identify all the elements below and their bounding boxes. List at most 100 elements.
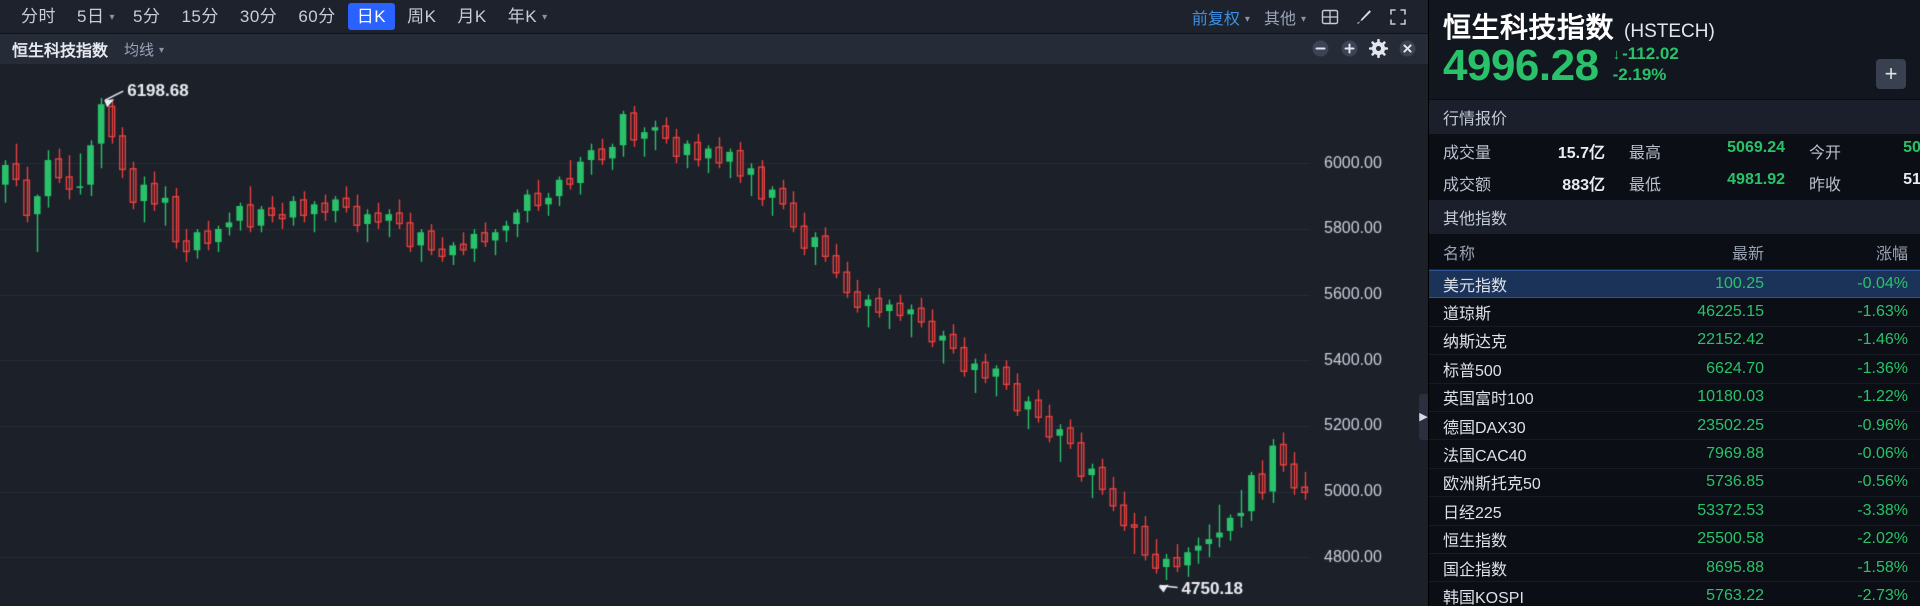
index-last-price: 25500.58 bbox=[1697, 530, 1764, 548]
indices-table-body: 美元指数 100.25 -0.04% 道琼斯 46225.15 -1.63% 纳斯达克 221… bbox=[1429, 270, 1920, 606]
quote-change-value: -112.02 bbox=[1622, 44, 1679, 63]
index-name: 纳斯达克 bbox=[1443, 334, 1508, 352]
quote-name: 恒生科技指数 bbox=[1443, 12, 1615, 43]
period-tab-0[interactable]: 分时 bbox=[12, 3, 65, 30]
index-name: 国企指数 bbox=[1443, 561, 1508, 579]
index-name: 英国富时100 bbox=[1443, 391, 1534, 409]
arrow-down-icon: ↓ bbox=[1612, 45, 1621, 63]
index-row[interactable]: 德国DAX30 23502.25 -0.96% bbox=[1429, 412, 1920, 441]
symbol-bar: 恒生科技指数 均线 ▾ bbox=[0, 34, 1428, 64]
other-label: 其他 bbox=[1263, 10, 1296, 28]
settings-icon[interactable] bbox=[1368, 38, 1389, 59]
period-tab-2[interactable]: 5分 bbox=[124, 3, 169, 30]
index-last-price: 6624.70 bbox=[1706, 359, 1764, 377]
period-tab-label: 月K bbox=[457, 7, 487, 26]
quote-header: 恒生科技指数 (HSTECH) 4996.28 ↓ -112.02 -2.19% … bbox=[1429, 0, 1920, 99]
period-tab-label: 15分 bbox=[181, 7, 219, 26]
period-tab-label: 30分 bbox=[239, 7, 278, 26]
index-change-percent: -2.02% bbox=[1857, 530, 1908, 548]
chevron-down-icon: ▾ bbox=[542, 12, 548, 23]
quote-change: ↓ -112.02 bbox=[1613, 44, 1679, 64]
quote-field-label: 今开 bbox=[1809, 145, 1842, 162]
add-to-watchlist-button[interactable]: + bbox=[1876, 59, 1906, 89]
index-row[interactable]: 法国CAC40 7969.88 -0.06% bbox=[1429, 440, 1920, 469]
quote-price-row: 4996.28 ↓ -112.02 -2.19% bbox=[1443, 41, 1906, 91]
index-change-percent: -1.63% bbox=[1857, 303, 1908, 321]
index-row[interactable]: 英国富时100 10180.03 -1.22% bbox=[1429, 384, 1920, 412]
column-header-change: 涨幅 bbox=[1875, 246, 1908, 263]
index-row[interactable]: 纳斯达克 22152.42 -1.46% bbox=[1429, 327, 1920, 356]
panel-resize-handle[interactable]: ▶ bbox=[1419, 394, 1428, 440]
chevron-down-icon: ▾ bbox=[159, 44, 165, 56]
moving-average-dropdown[interactable]: 均线 ▾ bbox=[124, 39, 164, 60]
index-row[interactable]: 韩国KOSPI 5763.22 -2.73% bbox=[1429, 582, 1920, 606]
index-change-percent: -0.56% bbox=[1857, 473, 1908, 491]
index-row[interactable]: 标普500 6624.70 -1.36% bbox=[1429, 355, 1920, 384]
candlestick-canvas[interactable] bbox=[0, 64, 1428, 606]
index-change-percent: -0.96% bbox=[1857, 416, 1908, 434]
zoom-out-icon[interactable] bbox=[1310, 38, 1331, 59]
index-change-percent: -2.73% bbox=[1857, 586, 1908, 604]
index-row[interactable]: 日经225 53372.53 -3.38% bbox=[1429, 497, 1920, 526]
period-tab-7[interactable]: 周K bbox=[398, 3, 445, 30]
quote-fields-grid: 成交量 15.7亿 最高 5069.24 今开 5000.99 成交额 883亿 最低 4981.… bbox=[1429, 135, 1920, 199]
column-header-last: 最新 bbox=[1731, 246, 1764, 263]
index-name: 道琼斯 bbox=[1443, 306, 1492, 324]
grid-icon[interactable] bbox=[1320, 7, 1340, 27]
toolbar-right-tools: 前复权 ▾ 其他 ▾ bbox=[1192, 5, 1416, 29]
index-last-price: 5763.22 bbox=[1706, 586, 1764, 604]
period-tab-1[interactable]: 5日 ▾ bbox=[68, 3, 121, 30]
quote-price: 4996.28 bbox=[1443, 41, 1599, 91]
index-row[interactable]: 美元指数 100.25 -0.04% bbox=[1429, 270, 1920, 299]
index-last-price: 100.25 bbox=[1715, 275, 1764, 293]
index-last-price: 46225.15 bbox=[1697, 303, 1764, 321]
index-row[interactable]: 国企指数 8695.88 -1.58% bbox=[1429, 554, 1920, 583]
close-icon[interactable] bbox=[1397, 38, 1418, 59]
index-row[interactable]: 道琼斯 46225.15 -1.63% bbox=[1429, 298, 1920, 327]
period-tab-label: 60分 bbox=[298, 7, 336, 26]
index-row[interactable]: 恒生指数 25500.58 -2.02% bbox=[1429, 526, 1920, 554]
fullscreen-icon[interactable] bbox=[1388, 7, 1408, 27]
quote-field-value: 15.7亿 bbox=[1557, 145, 1605, 162]
adjustment-label: 前复权 bbox=[1191, 10, 1240, 28]
quote-change-percent: -2.19% bbox=[1612, 65, 1667, 84]
zoom-in-icon[interactable] bbox=[1339, 38, 1360, 59]
resize-arrow-icon: ▶ bbox=[1419, 410, 1428, 423]
chart-controls bbox=[1310, 38, 1418, 59]
index-last-price: 53372.53 bbox=[1697, 501, 1764, 519]
indices-section-title: 其他指数 bbox=[1429, 199, 1920, 235]
index-row[interactable]: 欧洲斯托克50 5736.85 -0.56% bbox=[1429, 469, 1920, 498]
period-tab-5[interactable]: 60分 bbox=[289, 3, 344, 30]
index-change-percent: -3.38% bbox=[1857, 501, 1908, 519]
quote-section-title: 行情报价 bbox=[1429, 99, 1920, 135]
quote-field-label: 最低 bbox=[1629, 177, 1662, 194]
quote-field-value: 883亿 bbox=[1562, 177, 1605, 194]
brush-icon[interactable] bbox=[1354, 7, 1374, 27]
index-change-percent: -1.36% bbox=[1857, 359, 1908, 377]
quote-field-value: 5000.99 bbox=[1903, 139, 1920, 156]
index-last-price: 23502.25 bbox=[1697, 416, 1764, 434]
period-tab-4[interactable]: 30分 bbox=[231, 3, 286, 30]
period-tab-6[interactable]: 日K bbox=[347, 3, 396, 30]
index-name: 标普500 bbox=[1443, 362, 1502, 380]
quote-code: (HSTECH) bbox=[1624, 21, 1715, 42]
quote-title-row: 恒生科技指数 (HSTECH) bbox=[1443, 6, 1906, 46]
period-tab-9[interactable]: 年K ▾ bbox=[499, 3, 554, 30]
index-last-price: 8695.88 bbox=[1706, 558, 1764, 576]
period-tab-label: 周K bbox=[407, 7, 437, 26]
index-name: 欧洲斯托克50 bbox=[1443, 476, 1541, 494]
period-list: 分时 5日 ▾ 5分 15分 30分 60分 日K 周K 月K 年K ▾ bbox=[12, 3, 557, 30]
period-tab-label: 5日 bbox=[77, 7, 105, 26]
indices-table-header: 名称 最新 涨幅 bbox=[1429, 235, 1920, 270]
other-dropdown[interactable]: 其他 ▾ bbox=[1264, 5, 1306, 29]
period-tab-3[interactable]: 15分 bbox=[172, 3, 227, 30]
candlestick-plot-area[interactable]: ▶ bbox=[0, 64, 1428, 606]
index-last-price: 22152.42 bbox=[1697, 331, 1764, 349]
adjustment-dropdown[interactable]: 前复权 ▾ bbox=[1192, 5, 1250, 29]
index-change-percent: -0.06% bbox=[1857, 445, 1908, 463]
index-last-price: 10180.03 bbox=[1697, 388, 1764, 406]
period-tab-8[interactable]: 月K bbox=[448, 3, 495, 30]
index-change-percent: -0.04% bbox=[1857, 275, 1908, 293]
index-last-price: 7969.88 bbox=[1706, 445, 1764, 463]
chevron-down-icon: ▾ bbox=[1244, 13, 1250, 25]
